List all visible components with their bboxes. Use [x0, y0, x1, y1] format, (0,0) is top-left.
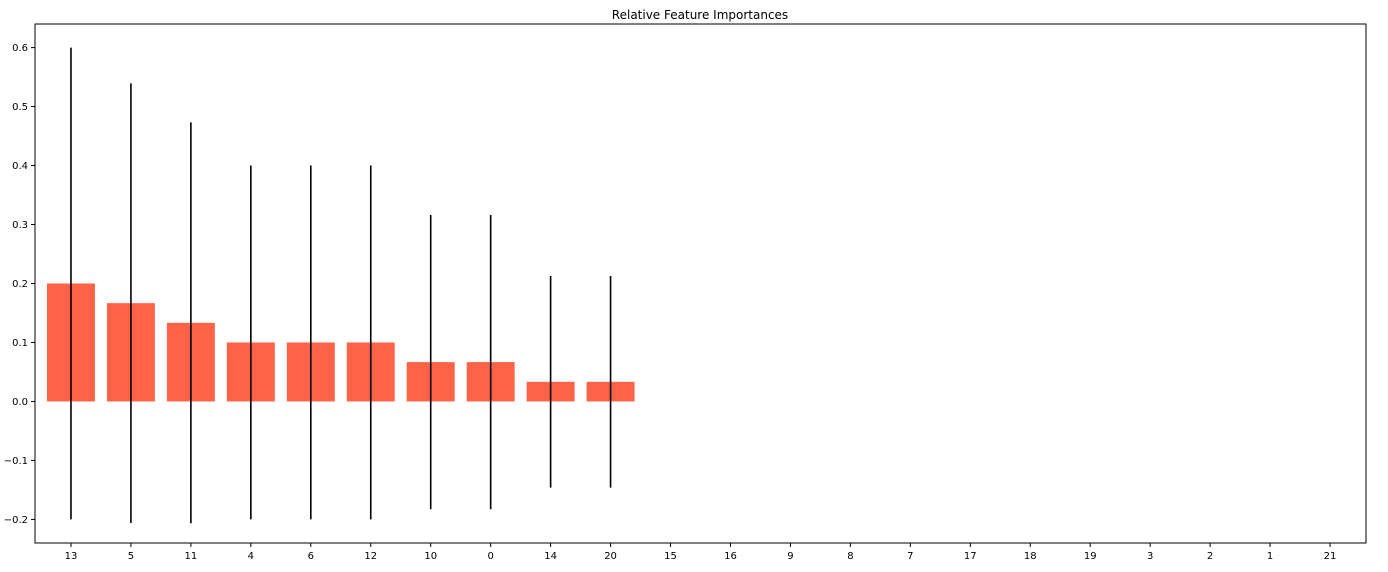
x-tick-label: 5	[128, 551, 134, 562]
x-tick-label: 4	[248, 551, 254, 562]
x-tick-label: 13	[65, 551, 78, 562]
x-tick-label: 10	[424, 551, 437, 562]
x-tick-label: 6	[308, 551, 314, 562]
x-tick-label: 1	[1267, 551, 1273, 562]
y-tick-label: 0.0	[12, 397, 28, 408]
y-tick-label: −0.2	[4, 515, 28, 526]
x-tick-label: 3	[1147, 551, 1153, 562]
y-tick-label: 0.1	[12, 338, 28, 349]
y-tick-label: 0.2	[12, 279, 28, 290]
x-tick-label: 14	[544, 551, 557, 562]
ticks-layer: 13 5 11 4 6 12 10 0 14 20 15 16 9 8 7 17 18 19 3 2 1 21−0.2−0…	[4, 43, 1337, 562]
x-tick-label: 16	[724, 551, 737, 562]
axes-frame	[34, 23, 1367, 544]
x-tick-label: 19	[1084, 551, 1097, 562]
x-tick-label: 12	[364, 551, 377, 562]
y-tick-label: 0.5	[12, 102, 28, 113]
chart-title: Relative Feature Importances	[612, 8, 788, 22]
y-tick-label: 0.3	[12, 220, 28, 231]
x-tick-label: 20	[604, 551, 617, 562]
x-tick-label: 11	[185, 551, 198, 562]
x-tick-label: 15	[664, 551, 677, 562]
errorbars-layer	[70, 47, 612, 524]
y-tick-label: −0.1	[4, 456, 28, 467]
y-tick-label: 0.4	[12, 161, 28, 172]
y-tick-label: 0.6	[12, 43, 28, 54]
x-tick-label: 21	[1324, 551, 1337, 562]
x-tick-label: 0	[487, 551, 493, 562]
x-tick-label: 7	[907, 551, 913, 562]
x-tick-label: 17	[964, 551, 977, 562]
x-tick-label: 2	[1207, 551, 1213, 562]
x-tick-label: 8	[847, 551, 853, 562]
bars-layer	[46, 283, 635, 402]
axes-layer	[34, 23, 1367, 544]
x-tick-label: 18	[1024, 551, 1037, 562]
x-tick-label: 9	[787, 551, 793, 562]
